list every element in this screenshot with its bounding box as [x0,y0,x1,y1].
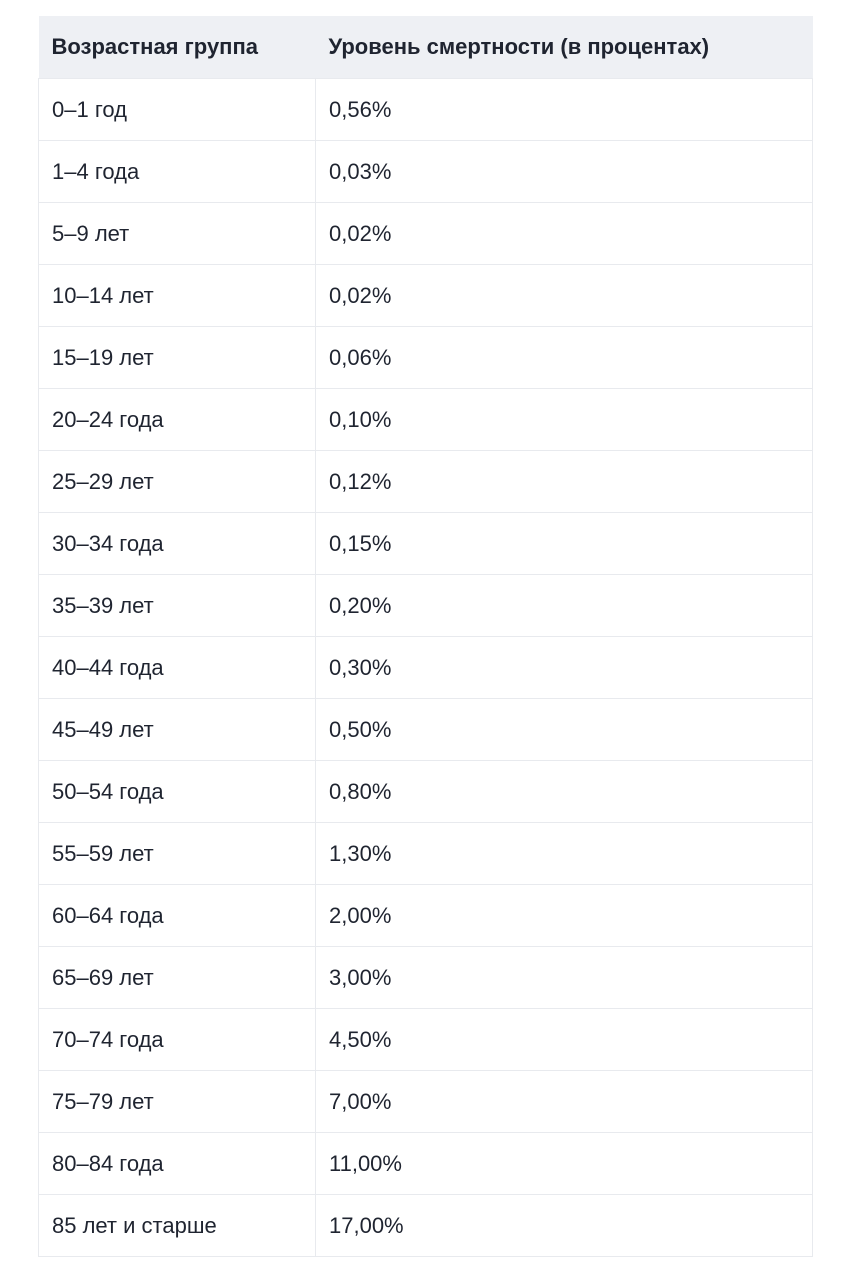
mortality-rate-cell: 0,50% [315,698,813,761]
mortality-rate-cell: 0,06% [315,326,813,389]
age-group-cell: 60–64 года [38,884,316,947]
header-mortality-rate: Уровень смертности (в процентах) [315,16,813,79]
table-row: 30–34 года 0,15% [38,512,813,575]
mortality-rate-cell: 0,56% [315,78,813,141]
mortality-rate-cell: 0,80% [315,760,813,823]
table-row: 5–9 лет 0,02% [38,202,813,265]
mortality-table: Возрастная группа Уровень смертности (в … [38,16,813,1257]
age-group-cell: 75–79 лет [38,1070,316,1133]
table-row: 50–54 года 0,80% [38,760,813,823]
age-group-cell: 70–74 года [38,1008,316,1071]
age-group-cell: 20–24 года [38,388,316,451]
table-row: 45–49 лет 0,50% [38,698,813,761]
table-row: 75–79 лет 7,00% [38,1070,813,1133]
age-group-cell: 85 лет и старше [38,1194,316,1257]
mortality-rate-cell: 0,12% [315,450,813,513]
mortality-rate-cell: 0,10% [315,388,813,451]
age-group-cell: 40–44 года [38,636,316,699]
age-group-cell: 80–84 года [38,1132,316,1195]
age-group-cell: 55–59 лет [38,822,316,885]
age-group-cell: 50–54 года [38,760,316,823]
age-group-cell: 1–4 года [38,140,316,203]
age-group-cell: 35–39 лет [38,574,316,637]
table-row: 10–14 лет 0,02% [38,264,813,327]
mortality-rate-cell: 11,00% [315,1132,813,1195]
mortality-rate-cell: 0,20% [315,574,813,637]
age-group-cell: 10–14 лет [38,264,316,327]
age-group-cell: 0–1 год [38,78,316,141]
mortality-rate-cell: 7,00% [315,1070,813,1133]
table-row: 1–4 года 0,03% [38,140,813,203]
mortality-rate-cell: 0,02% [315,264,813,327]
header-row: Возрастная группа Уровень смертности (в … [38,16,813,79]
table-row: 80–84 года 11,00% [38,1132,813,1195]
table-row: 15–19 лет 0,06% [38,326,813,389]
mortality-rate-cell: 1,30% [315,822,813,885]
mortality-rate-cell: 2,00% [315,884,813,947]
table-row: 20–24 года 0,10% [38,388,813,451]
table-row: 65–69 лет 3,00% [38,946,813,1009]
mortality-rate-cell: 4,50% [315,1008,813,1071]
age-group-cell: 5–9 лет [38,202,316,265]
age-group-cell: 15–19 лет [38,326,316,389]
mortality-rate-cell: 0,30% [315,636,813,699]
mortality-rate-cell: 0,15% [315,512,813,575]
mortality-rate-cell: 0,03% [315,140,813,203]
table-row: 55–59 лет 1,30% [38,822,813,885]
table-row: 60–64 года 2,00% [38,884,813,947]
age-group-cell: 30–34 года [38,512,316,575]
table-row: 25–29 лет 0,12% [38,450,813,513]
age-group-cell: 45–49 лет [38,698,316,761]
mortality-rate-cell: 3,00% [315,946,813,1009]
mortality-rate-cell: 0,02% [315,202,813,265]
table-row: 0–1 год 0,56% [38,78,813,141]
table-header: Возрастная группа Уровень смертности (в … [38,16,813,79]
age-group-cell: 65–69 лет [38,946,316,1009]
table-row: 85 лет и старше 17,00% [38,1194,813,1257]
mortality-rate-cell: 17,00% [315,1194,813,1257]
table-body: 0–1 год 0,56% 1–4 года 0,03% 5–9 лет 0,02% 10–… [38,78,813,1257]
table-row: 35–39 лет 0,20% [38,574,813,637]
table-row: 40–44 года 0,30% [38,636,813,699]
header-age-group: Возрастная группа [38,16,316,79]
table-row: 70–74 года 4,50% [38,1008,813,1071]
age-group-cell: 25–29 лет [38,450,316,513]
